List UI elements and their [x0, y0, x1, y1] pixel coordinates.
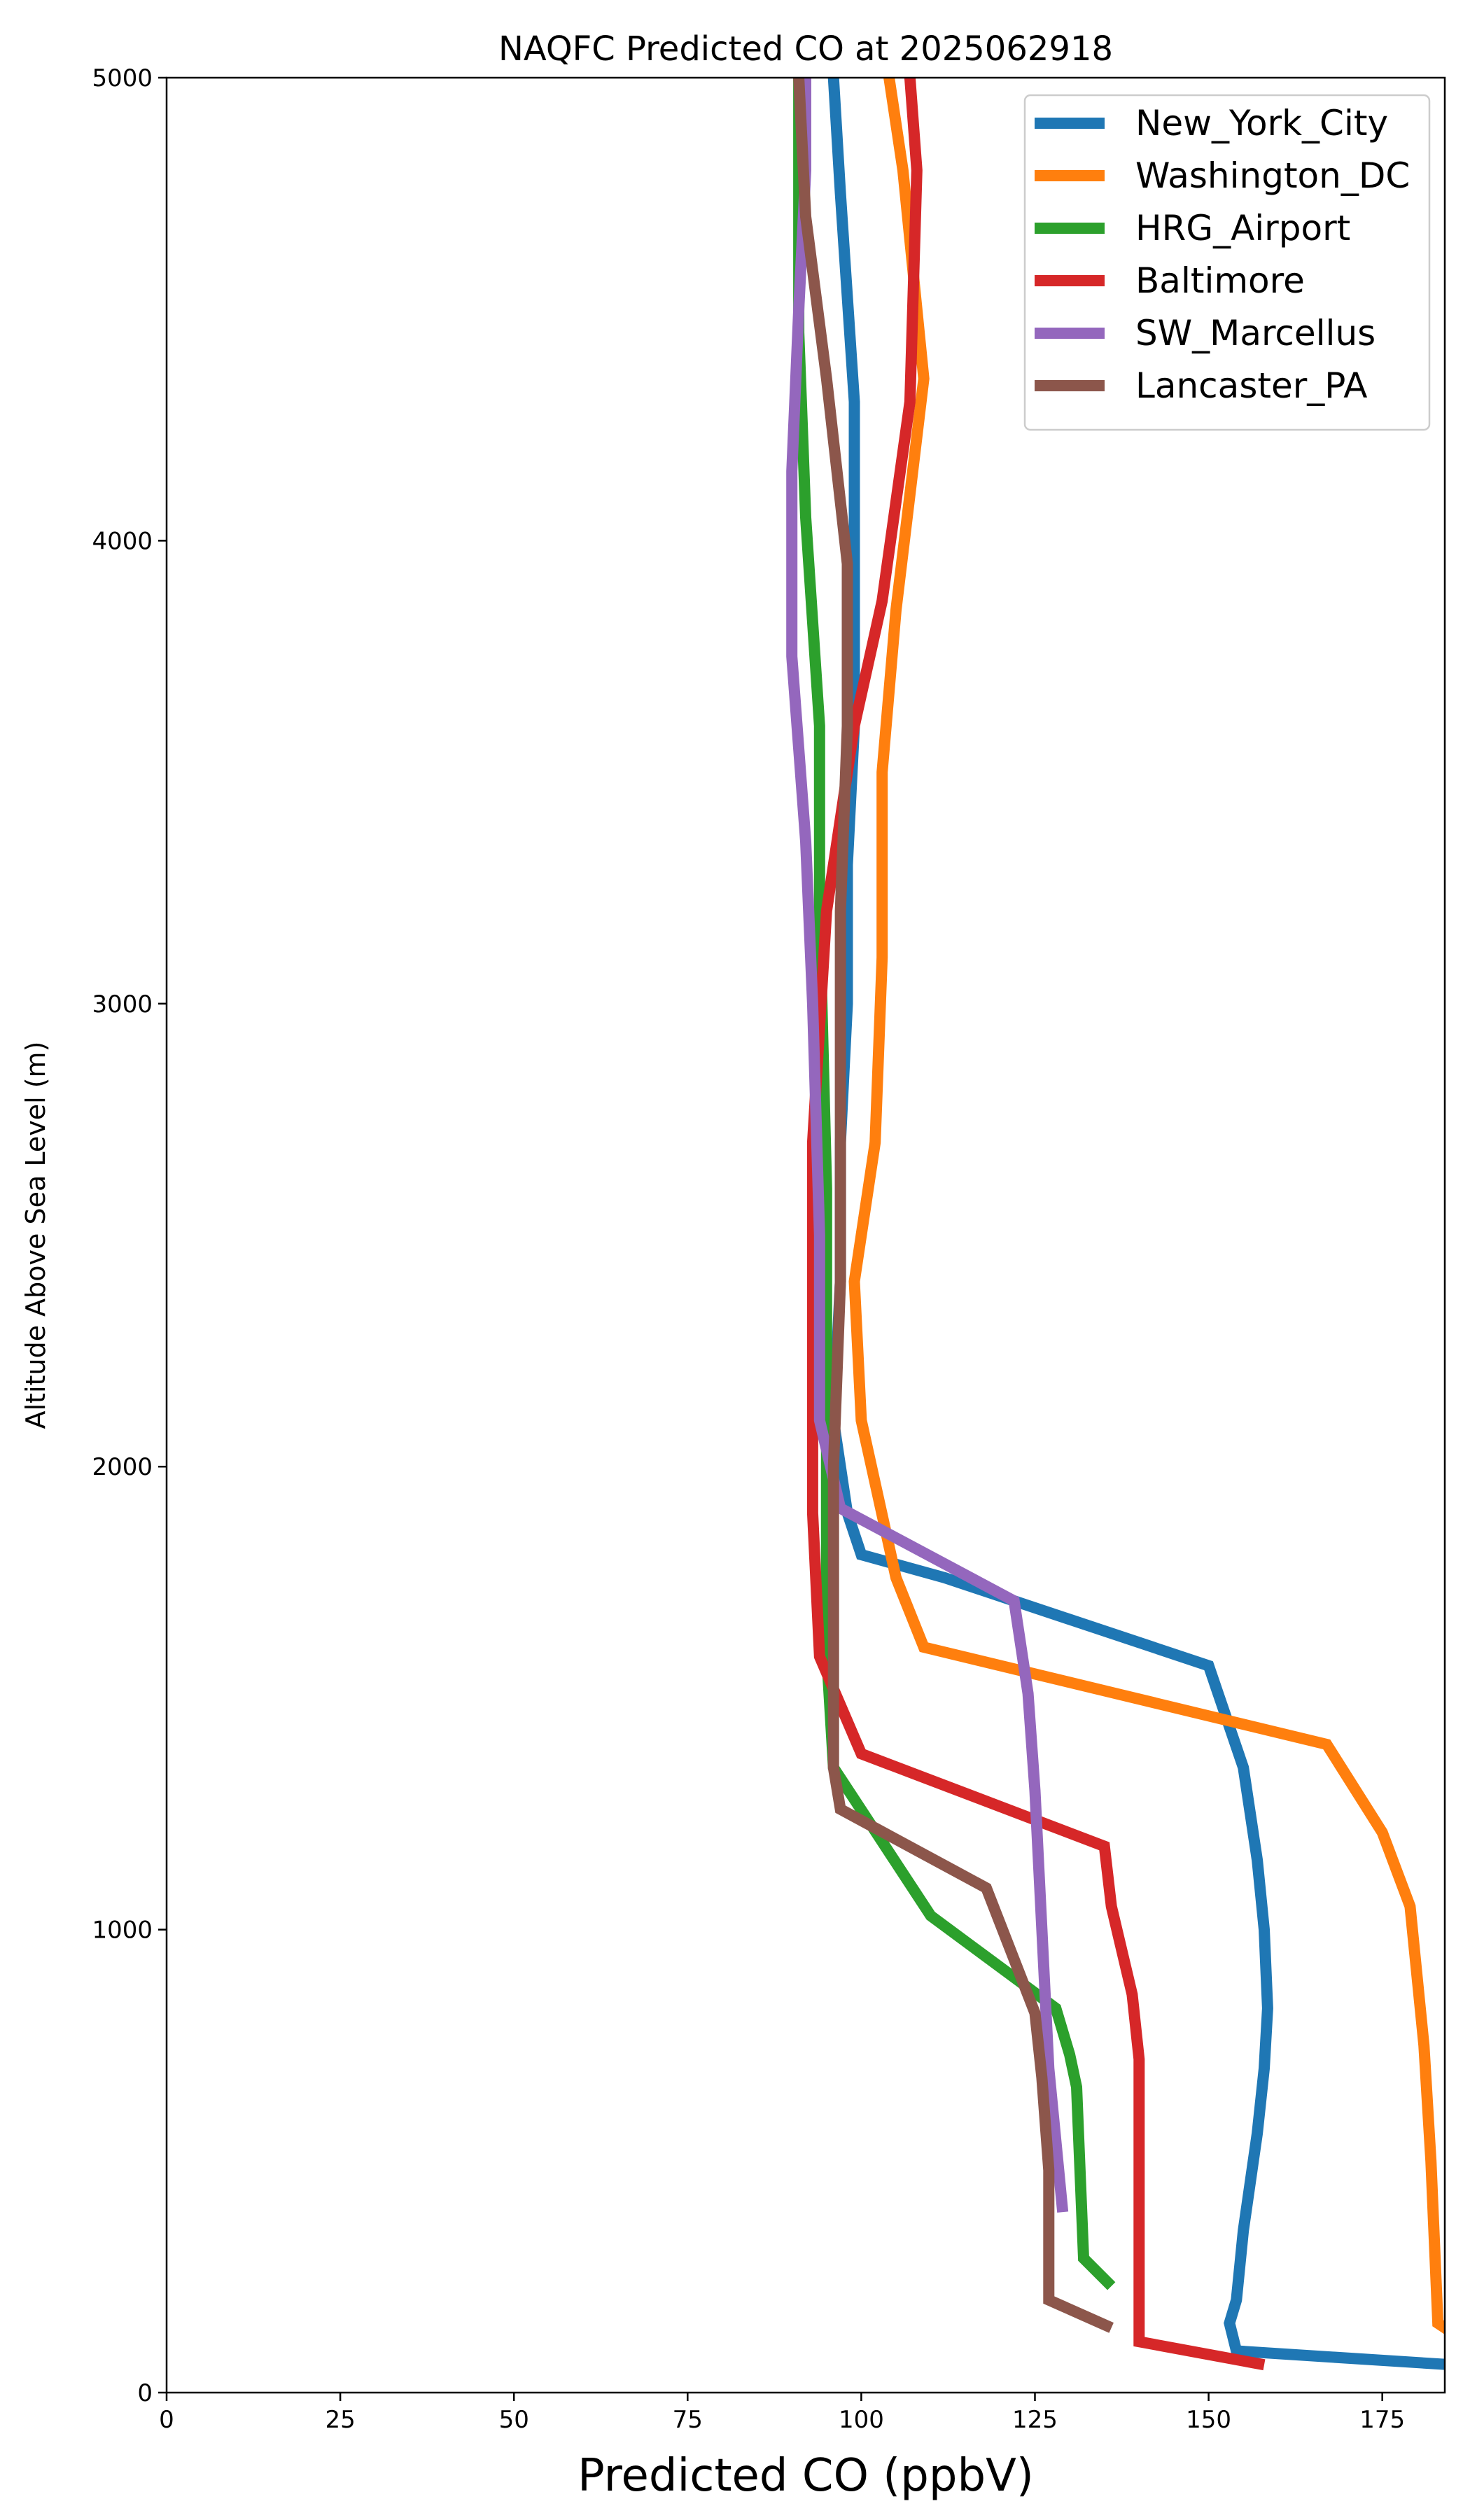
y-tick-label: 0	[137, 2379, 153, 2407]
x-tick-label: 175	[1359, 2406, 1405, 2434]
x-tick-label: 100	[839, 2406, 884, 2434]
y-tick-label: 5000	[92, 64, 153, 92]
y-axis: 0 1000 2000 3000 4000 5000	[92, 64, 167, 2407]
series-line-baltimore	[806, 78, 1266, 2371]
x-tick-label: 25	[325, 2406, 355, 2434]
legend-label: Baltimore	[1135, 260, 1305, 301]
x-tick-label: 50	[499, 2406, 529, 2434]
x-tick-label: 0	[159, 2406, 174, 2434]
y-axis-label: Altitude Above Sea Level (m)	[20, 1042, 51, 1429]
series-line-sw-marcellus	[786, 78, 1069, 2213]
y-tick-label: 2000	[92, 1453, 153, 1481]
x-tick-label: 75	[673, 2406, 703, 2434]
legend-box	[1023, 94, 1431, 431]
x-tick-label: 150	[1186, 2406, 1231, 2434]
y-tick-label: 4000	[92, 527, 153, 555]
series-line-lancaster-pa	[793, 78, 1114, 2333]
legend-label: Washington_DC	[1135, 155, 1410, 196]
series-group	[786, 78, 1445, 2371]
x-axis-label: Predicted CO (ppbV)	[578, 2450, 1034, 2502]
y-tick-label: 1000	[92, 1917, 153, 1945]
x-tick-label: 125	[1012, 2406, 1058, 2434]
series-line-hrg-airport	[793, 78, 1116, 2290]
series-line-washington-dc	[848, 78, 1445, 2335]
y-tick-label: 3000	[92, 990, 153, 1018]
legend-label: SW_Marcellus	[1135, 313, 1376, 354]
chart-title: NAQFC Predicted CO at 2025062918	[498, 29, 1113, 69]
plot-frame	[165, 76, 1446, 2394]
legend: New_York_City Washington_DC HRG_Airport Bal…	[1023, 94, 1431, 431]
x-axis: 0 25 50 75 100 125 150 175	[159, 2393, 1405, 2434]
legend-label: HRG_Airport	[1135, 208, 1350, 248]
legend-label: New_York_City	[1135, 103, 1388, 144]
legend-label: Lancaster_PA	[1135, 365, 1367, 406]
